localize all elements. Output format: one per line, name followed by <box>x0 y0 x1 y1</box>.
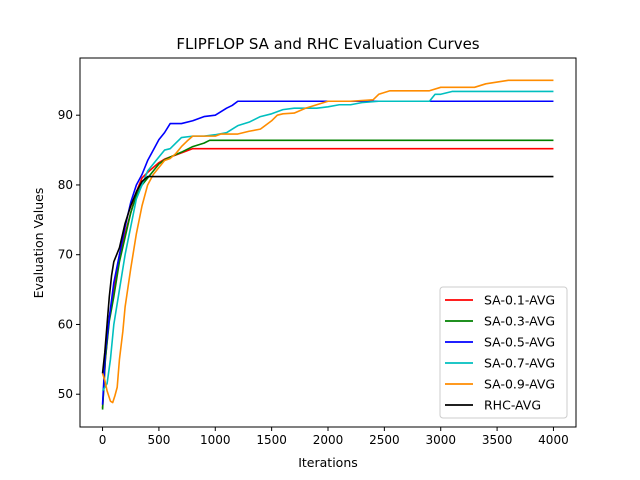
legend-label-sa-0-9-avg: SA-0.9-AVG <box>484 377 555 392</box>
series-line-sa-0-5-avg <box>101 100 554 405</box>
legend-box <box>439 286 568 419</box>
x-tick-label: 1000 <box>200 433 231 447</box>
series-line-sa-0-9-avg <box>101 79 554 404</box>
series-line-sa-0-7-avg <box>101 90 554 392</box>
series-layer <box>101 79 554 410</box>
y-axis-label: Evaluation Values <box>31 188 46 299</box>
legend-label-sa-0-1-avg: SA-0.1-AVG <box>484 293 555 308</box>
legend: SA-0.1-AVG SA-0.3-AVG SA-0.5-AVG SA-0.7-AVG… <box>439 286 568 419</box>
x-tick-label: 3500 <box>482 433 513 447</box>
axes-layer: 0 500 1000 1500 2000 2500 3000 3500 4000 50 60 70 80… <box>58 57 577 447</box>
x-tick-label: 2500 <box>369 433 400 447</box>
y-tick-label: 60 <box>58 317 73 331</box>
x-tick-label: 3000 <box>425 433 456 447</box>
y-tick-label: 70 <box>58 248 73 262</box>
x-tick-label: 0 <box>99 433 107 447</box>
chart-title: FLIPFLOP SA and RHC Evaluation Curves <box>176 35 479 53</box>
legend-label-sa-0-3-avg: SA-0.3-AVG <box>484 314 555 329</box>
y-tick-label: 50 <box>58 387 73 401</box>
x-axis-label: Iterations <box>298 455 358 470</box>
x-tick-label: 4000 <box>538 433 569 447</box>
series-line-sa-0-3-avg <box>101 139 554 410</box>
legend-label-rhc-avg: RHC-AVG <box>484 398 541 413</box>
x-tick-label: 1500 <box>256 433 287 447</box>
x-tick-label: 2000 <box>313 433 344 447</box>
y-tick-label: 90 <box>58 108 73 122</box>
series-line-rhc-avg <box>101 175 554 374</box>
legend-label-sa-0-7-avg: SA-0.7-AVG <box>484 356 555 371</box>
y-tick-label: 80 <box>58 178 73 192</box>
x-tick-label: 500 <box>147 433 170 447</box>
legend-label-sa-0-5-avg: SA-0.5-AVG <box>484 335 555 350</box>
